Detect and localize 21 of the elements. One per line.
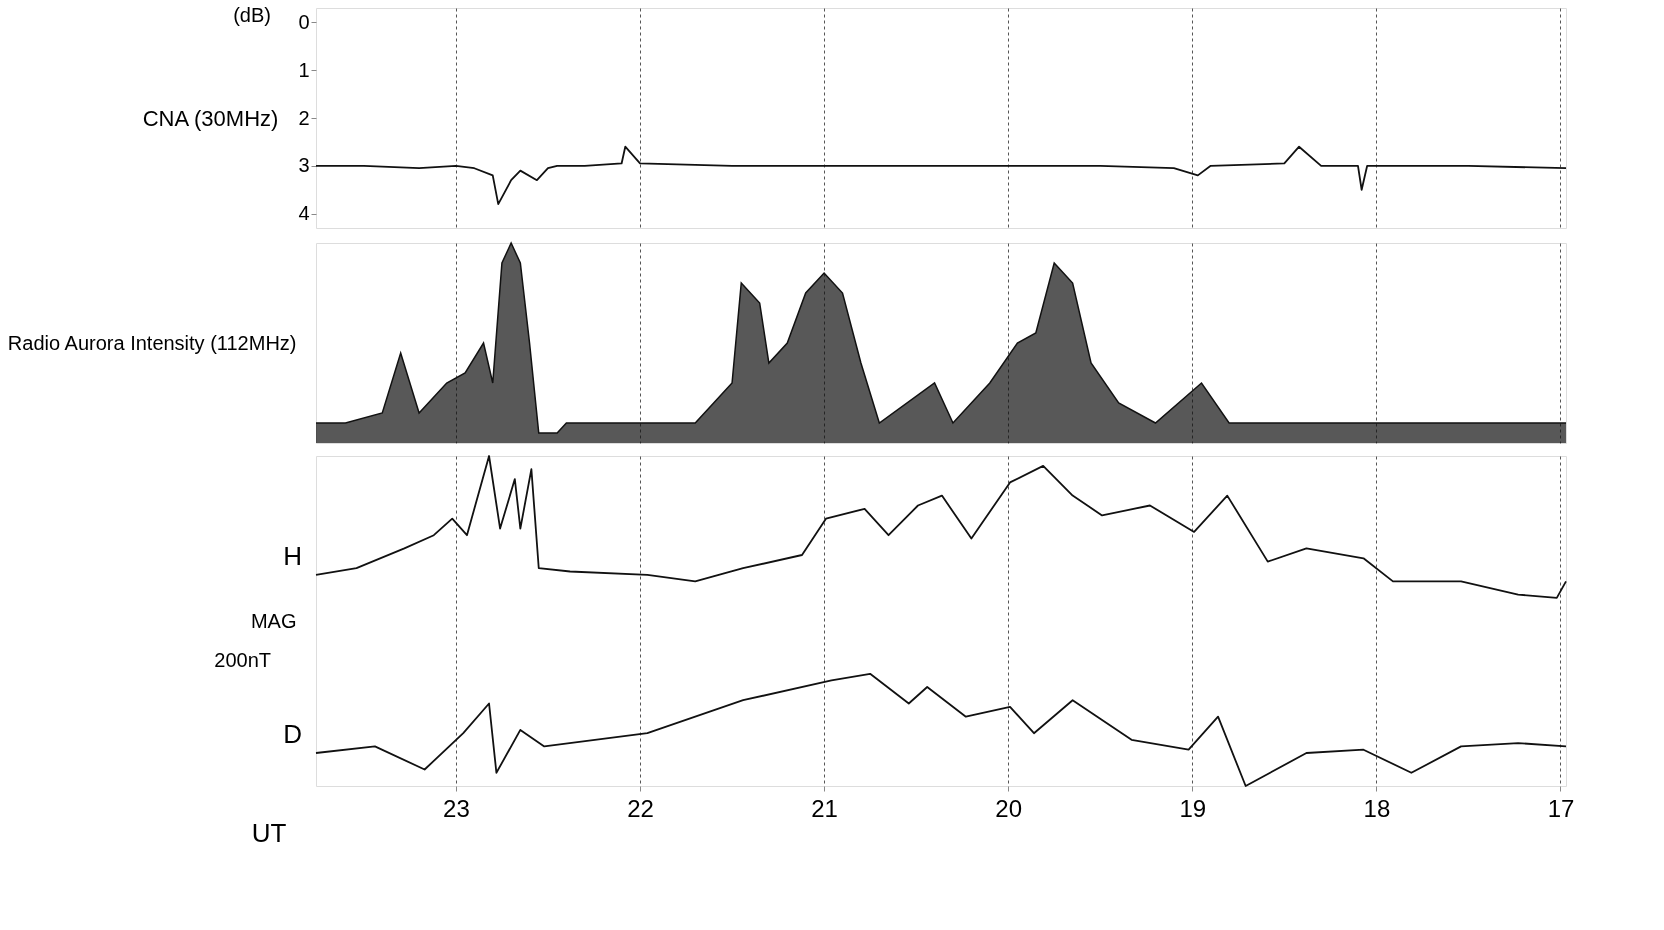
series-label: D [283,719,302,749]
line-series [315,145,1567,205]
y-axis-title: MAG [250,609,297,632]
x-axis-title: UT [251,817,287,848]
series-label: H [283,540,302,571]
x-tick-label: 19 [1179,794,1207,822]
y-tick-label: 1 [298,58,310,81]
y-tick-label: 2 [298,106,310,129]
y-tick-label: 3 [298,154,310,177]
x-tick-label: 18 [1363,794,1391,822]
y-tick-label: 4 [298,202,310,225]
x-tick-label: 20 [995,794,1023,822]
text: (dB) [233,4,271,26]
y-tick-label: 0 [298,10,310,33]
y-axis-title: Radio Aurora Intensity (112MHz) [7,331,297,354]
text: 200nT [214,648,271,671]
x-tick-label: 17 [1547,794,1575,822]
x-tick-label: 21 [811,794,838,822]
x-tick-label: 22 [627,794,654,822]
y-axis-title: CNA (30MHz) [142,105,279,131]
x-tick-label: 23 [443,794,470,822]
